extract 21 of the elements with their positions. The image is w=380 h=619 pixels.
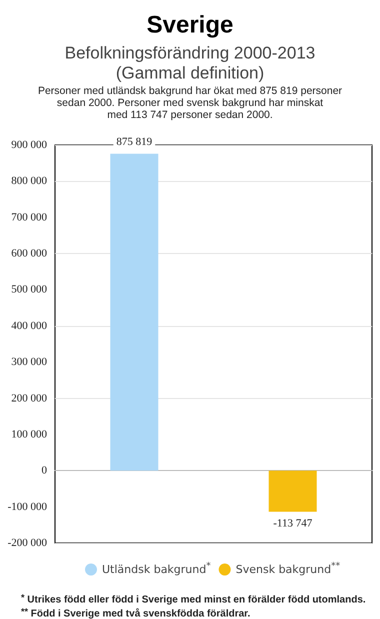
y-tick-label: 400 000	[11, 320, 48, 332]
y-tick-label: -100 000	[8, 500, 48, 513]
y-tick-label: 0	[42, 464, 48, 477]
chart-title: Sverige	[146, 12, 234, 38]
text: Personer med utländsk bakgrund har ökat med 875 819 personer sedan 2000. Personer med svensk bakgrund har minskat med 113 747 personer sedan 2000.	[38, 85, 343, 121]
y-tick-label: 500 000	[11, 284, 48, 296]
y-tick-label: 700 000	[11, 211, 48, 224]
text: * Utrikes född eller född i Sverige med minst en förälder född utomlands.	[21, 592, 366, 606]
y-tick-label: 300 000	[11, 356, 48, 368]
legend-label: Utländsk bakgrund*	[102, 562, 212, 576]
chart-subtitle: Befolkningsförändring 2000-2013 (Gammal definition)	[64, 44, 316, 82]
y-tick-label: 100 000	[11, 428, 48, 440]
text: ** Född i Sverige med två svenskfödda föräldrar.	[21, 606, 251, 619]
y-tick-label: 600 000	[11, 248, 48, 260]
y-tick-label: -200 000	[8, 537, 48, 549]
legend-label: Svensk bakgrund**	[236, 562, 341, 576]
y-tick-label: 800 000	[11, 175, 48, 188]
y-tick-label: 900 000	[11, 139, 48, 151]
data-label: 875 819	[116, 136, 153, 148]
data-label: -113 747	[273, 517, 313, 530]
y-tick-label: 200 000	[11, 392, 48, 404]
